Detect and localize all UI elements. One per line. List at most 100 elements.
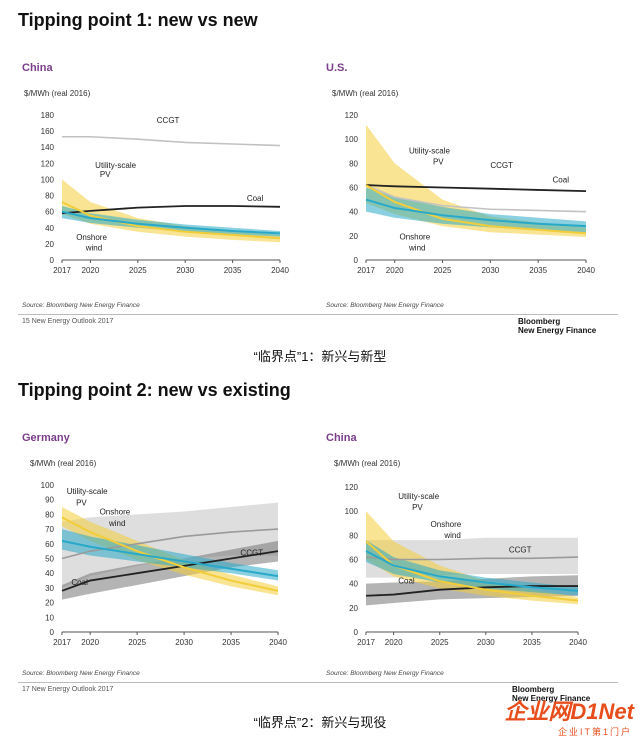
brand-line-2: New Energy Finance: [518, 326, 597, 335]
unit-label: $/MWh (real 2016): [30, 459, 97, 468]
x-tick-label: 2035: [222, 638, 240, 647]
y-tick-label: 20: [45, 240, 54, 249]
annotation-wind: wind: [85, 243, 102, 252]
y-tick-label: 0: [354, 256, 359, 265]
brand-line-1: Bloomberg: [512, 685, 555, 694]
annotation-wind: wind: [408, 243, 425, 252]
y-tick-label: 80: [45, 510, 54, 519]
x-tick-label: 2020: [385, 638, 403, 647]
watermark-logo: 企业网D1Net: [504, 699, 634, 724]
utility-scale-pv-line: [365, 540, 579, 602]
brand-logo: Bloomberg New Energy Finance: [512, 685, 590, 703]
chart-title-china-1: China: [22, 62, 53, 74]
source-note: Source: Bloomberg New Energy Finance: [326, 302, 444, 309]
brand-line-1: Bloomberg: [518, 317, 561, 326]
y-tick-label: 0: [354, 628, 359, 637]
divider: [18, 314, 618, 315]
y-tick-label: 60: [349, 184, 358, 193]
source-note: Source: Bloomberg New Energy Finance: [326, 670, 444, 677]
x-tick-label: 2020: [386, 266, 404, 275]
watermark-subtitle: 企业IT第1门户: [557, 727, 632, 737]
coal-line: [365, 184, 587, 193]
x-tick-label: 2025: [128, 638, 146, 647]
y-tick-label: 100: [345, 507, 359, 516]
x-tick-label: 2035: [529, 266, 547, 275]
onshore-wind-line: [61, 210, 281, 235]
y-tick-label: 140: [41, 143, 55, 152]
x-tick-label: 2017: [53, 638, 71, 647]
y-tick-label: 60: [349, 556, 358, 565]
annotation-coal: Coal: [553, 176, 570, 185]
y-tick-label: 10: [45, 613, 54, 622]
y-tick-label: 120: [345, 483, 359, 492]
y-tick-label: 0: [50, 628, 55, 637]
section-title-2: Tipping point 2: new vs existing: [18, 380, 291, 400]
x-tick-label: 2020: [81, 638, 99, 647]
annotation-coal: Coal: [71, 578, 88, 587]
utility-scale-pv-line: [61, 516, 279, 592]
y-tick-label: 40: [45, 224, 54, 233]
caption-1: “临界点”1：新兴与新型: [253, 349, 387, 364]
annotation-ccgt: CCGT: [157, 116, 180, 125]
y-tick-label: 20: [349, 232, 358, 241]
y-tick-label: 60: [45, 208, 54, 217]
y-tick-label: 20: [349, 604, 358, 613]
x-tick-label: 2030: [481, 266, 499, 275]
annotation-onshore: Onshore: [431, 520, 462, 529]
x-tick-label: 2040: [569, 638, 587, 647]
x-tick-label: 2035: [523, 638, 541, 647]
footer-text: 17 New Energy Outlook 2017: [22, 686, 114, 693]
ccgt-line: [62, 135, 281, 147]
y-tick-label: 160: [41, 127, 55, 136]
y-tick-label: 100: [41, 481, 55, 490]
coal-line: [61, 550, 279, 592]
section-title-1: Tipping point 1: new vs new: [18, 10, 258, 30]
ccgt-line: [365, 556, 579, 561]
x-tick-label: 2017: [53, 266, 71, 275]
unit-label: $/MWh (real 2016): [334, 459, 401, 468]
x-tick-label: 2017: [357, 266, 375, 275]
y-tick-label: 70: [45, 525, 54, 534]
annotation-utility-scale: Utility-scale: [409, 147, 450, 156]
x-tick-label: 2025: [434, 266, 452, 275]
y-tick-label: 40: [45, 569, 54, 578]
annotation-pv: PV: [433, 158, 444, 167]
annotation-utility-scale: Utility-scale: [67, 487, 108, 496]
y-tick-label: 40: [349, 580, 358, 589]
unit-label: $/MWh (real 2016): [24, 89, 91, 98]
annotation-onshore: Onshore: [76, 233, 107, 242]
y-tick-label: 180: [41, 111, 55, 120]
ccgt-line: [365, 184, 587, 213]
y-tick-label: 120: [41, 159, 55, 168]
y-tick-label: 80: [349, 531, 358, 540]
onshore-wind-range-band: [366, 187, 586, 233]
annotation-wind: wind: [443, 531, 460, 540]
x-tick-label: 2035: [224, 266, 242, 275]
onshore-wind-range-band: [62, 206, 280, 237]
utility-scale-pv-line: [365, 184, 587, 235]
ccgt-range-band: [62, 502, 278, 588]
x-tick-label: 2040: [271, 266, 289, 275]
source-note: Source: Bloomberg New Energy Finance: [22, 302, 140, 309]
coal-line: [61, 205, 281, 215]
divider: [18, 682, 618, 683]
annotation-coal: Coal: [247, 194, 264, 203]
x-tick-label: 2030: [176, 266, 194, 275]
ccgt-line: [61, 528, 279, 560]
source-note: Source: Bloomberg New Energy Finance: [22, 670, 140, 677]
y-tick-label: 60: [45, 540, 54, 549]
utility-scale-pv-range-band: [62, 507, 278, 596]
annotation-pv: PV: [100, 170, 111, 179]
annotation-ccgt: CCGT: [490, 161, 513, 170]
annotation-utility-scale: Utility-scale: [95, 161, 136, 170]
coal-line: [365, 585, 578, 597]
onshore-wind-line: [365, 198, 587, 228]
brand-line-2: New Energy Finance: [512, 694, 591, 703]
y-tick-label: 80: [45, 192, 54, 201]
y-tick-label: 0: [50, 256, 55, 265]
annotation-utility-scale: Utility-scale: [398, 492, 439, 501]
annotation-ccgt: CCGT: [509, 545, 532, 554]
